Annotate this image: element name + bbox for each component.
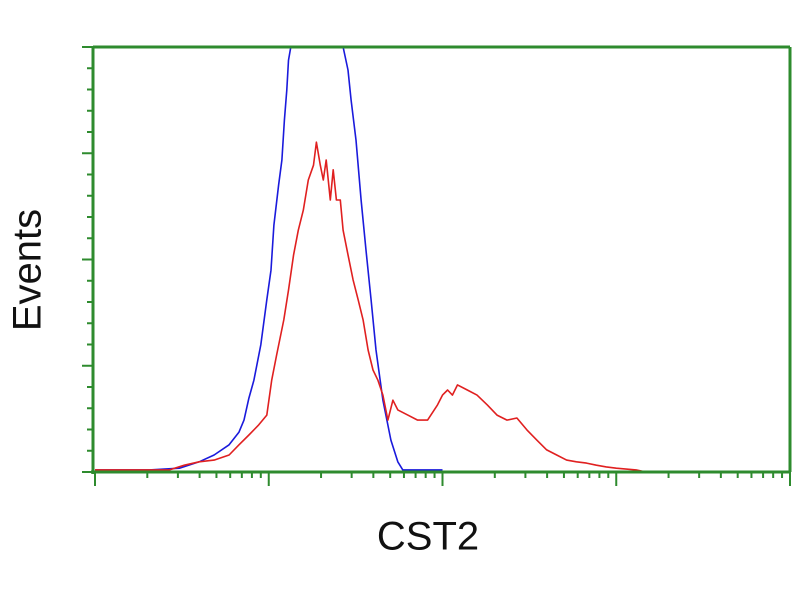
series-line-2: [95, 141, 647, 472]
y-axis-label: Events: [5, 208, 50, 332]
series-line-1: [95, 47, 443, 471]
x-axis-label: CST2: [376, 514, 480, 559]
